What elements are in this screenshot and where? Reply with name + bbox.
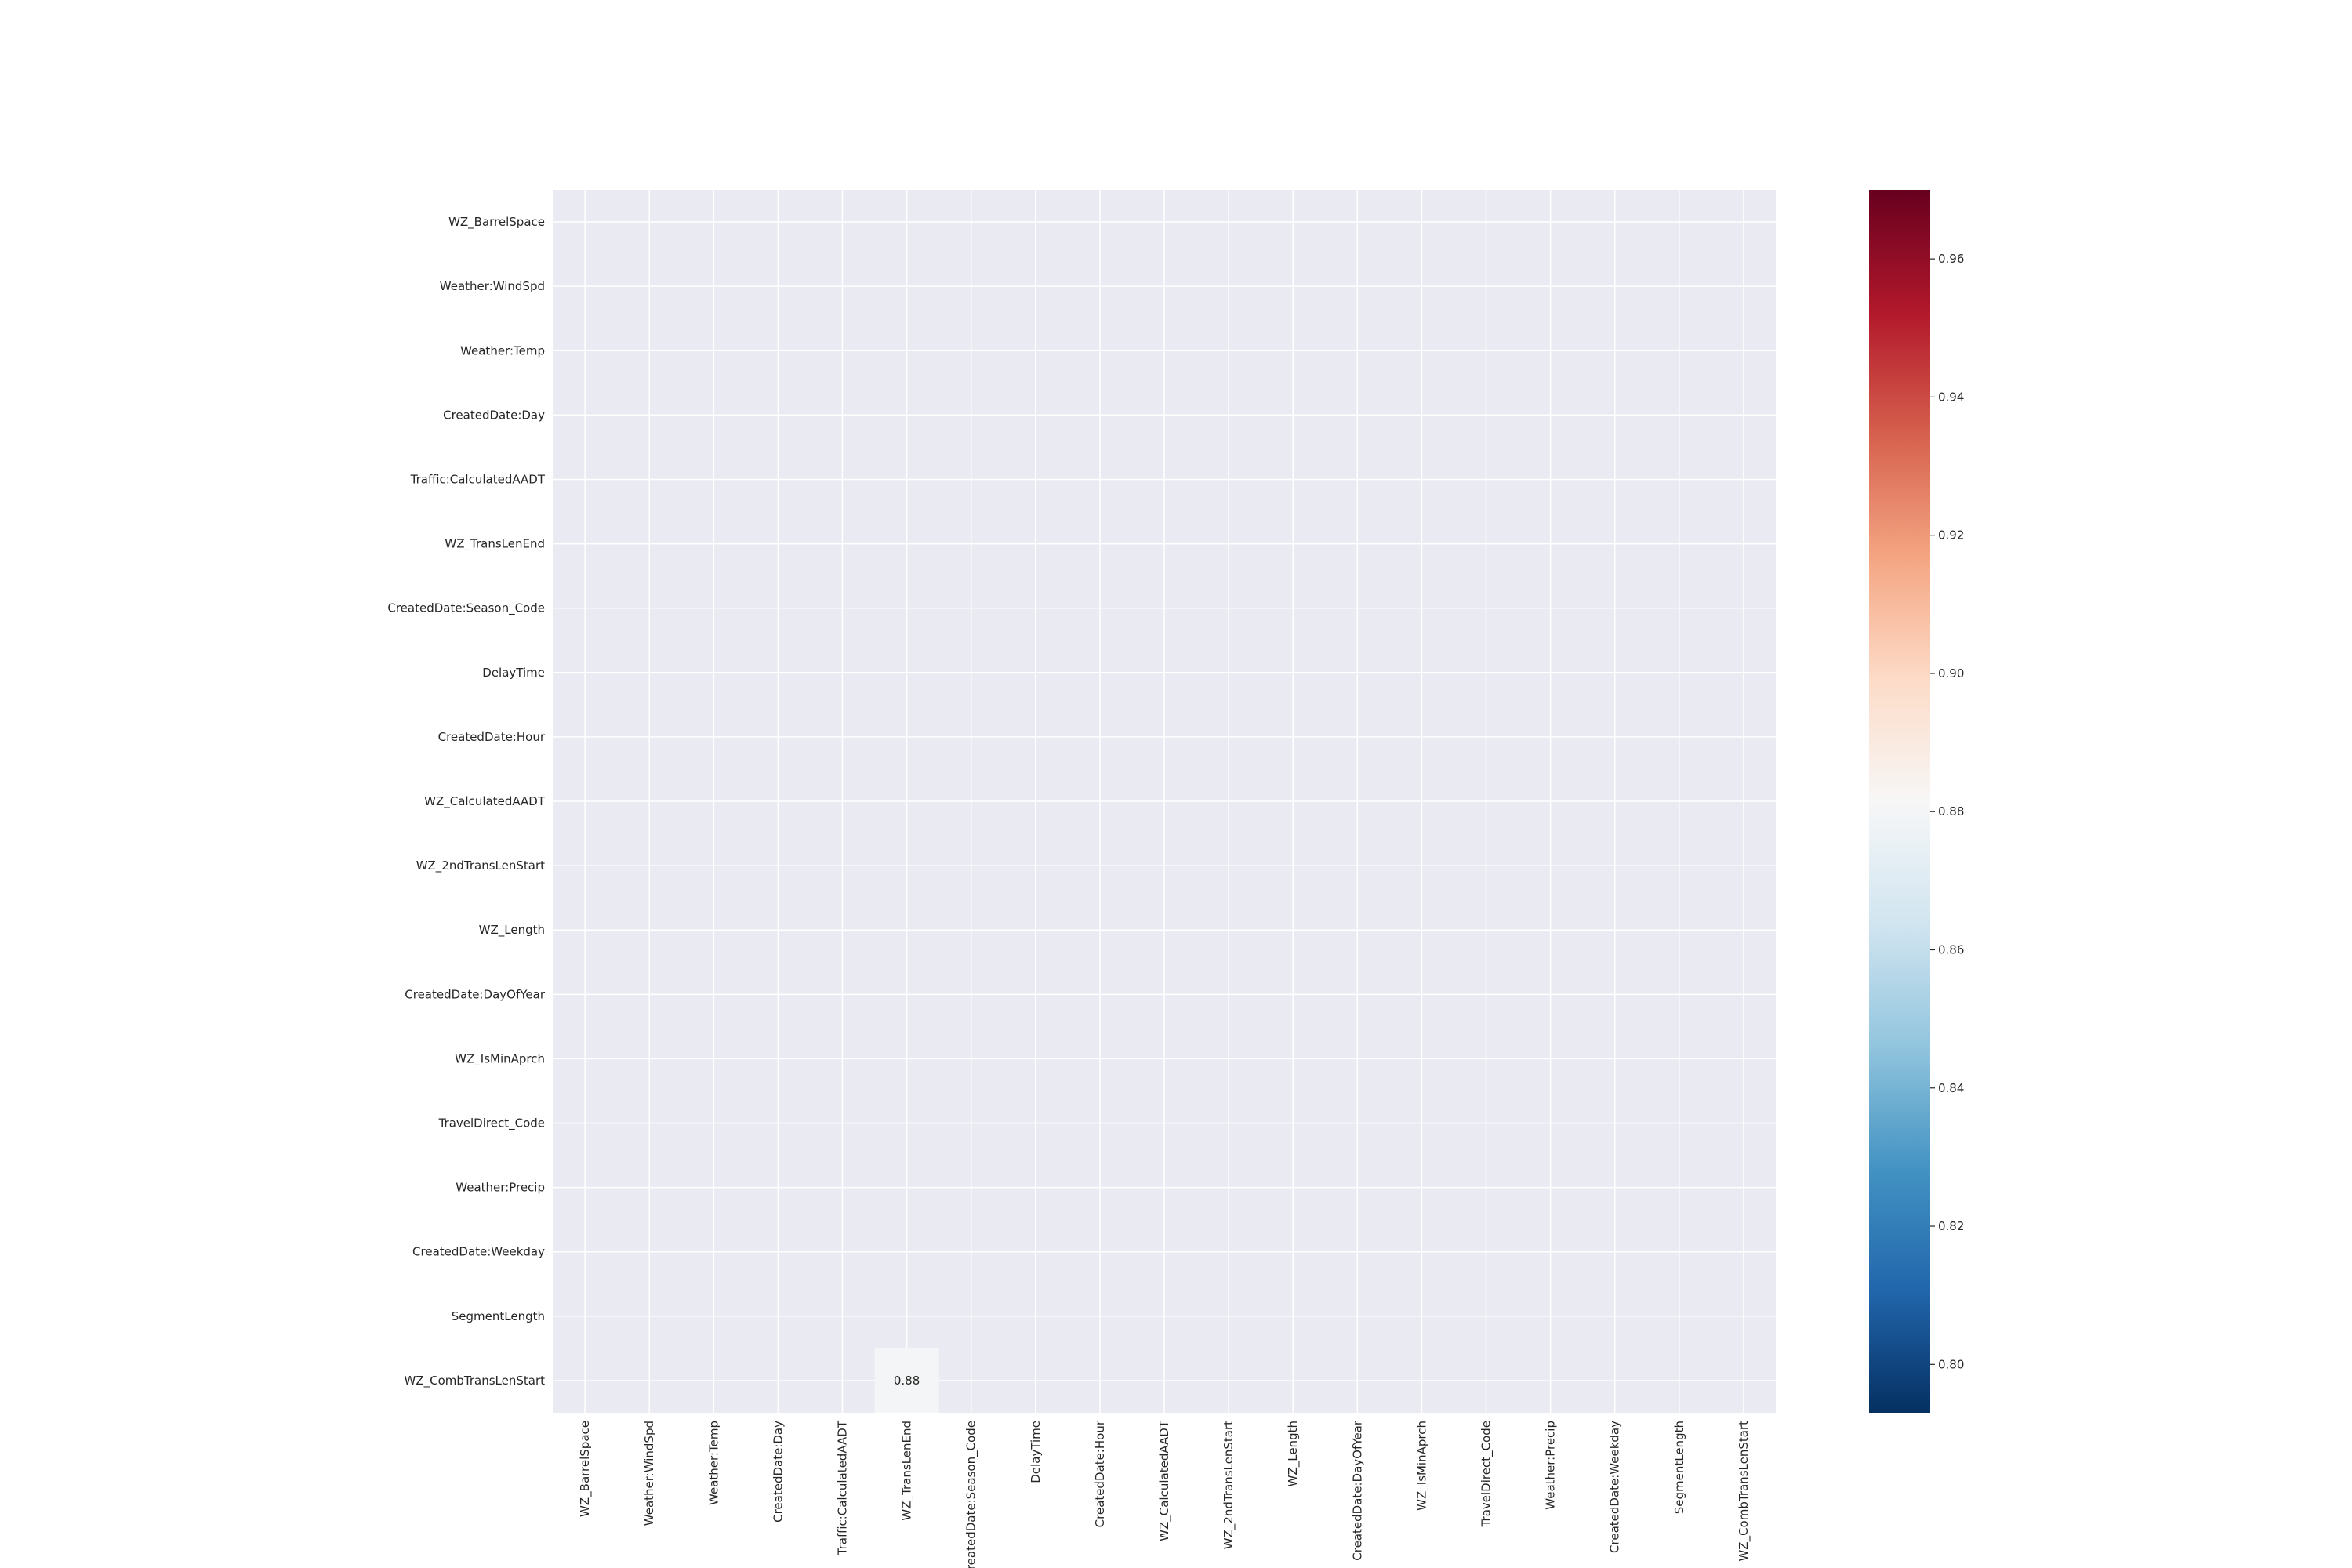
heatmap-cells: 0.88 [874, 1348, 939, 1413]
y-tick-label: Traffic:CalculatedAADT [410, 472, 546, 486]
x-tick-label: SegmentLength [1672, 1421, 1686, 1514]
y-tick-label: CreatedDate:Day [443, 408, 545, 422]
x-tick-label: WZ_TransLenEnd [900, 1421, 915, 1521]
cell-value-label: 0.88 [894, 1374, 920, 1388]
x-tick-label: WZ_BarrelSpace [578, 1421, 593, 1517]
heatmap-cell [874, 1348, 939, 1413]
x-tick-label: WZ_2ndTransLenStart [1221, 1421, 1236, 1549]
y-tick-label: WZ_BarrelSpace [448, 215, 545, 230]
colorbar-tick-label: 0.92 [1938, 528, 1964, 543]
y-tick-labels: WZ_BarrelSpace Weather:WindSpd Weather:Tem… [387, 215, 545, 1388]
colorbar-tick-label: 0.86 [1938, 942, 1964, 956]
y-tick-label: CreatedDate:Season_Code [387, 601, 545, 616]
x-tick-label: Traffic:CalculatedAADT [835, 1420, 849, 1555]
x-tick-label: WZ_CombTransLenStart [1737, 1421, 1751, 1562]
y-tick-label: WZ_Length [479, 923, 545, 938]
y-tick-label: CreatedDate:Weekday [412, 1245, 545, 1259]
y-tick-label: CreatedDate:DayOfYear [405, 987, 546, 1001]
x-tick-label: WZ_IsMinAprch [1414, 1421, 1429, 1511]
colorbar-tick-label: 0.90 [1938, 666, 1964, 681]
colorbar-tick-label: 0.82 [1938, 1219, 1964, 1233]
colorbar-tick-label: 0.88 [1938, 804, 1964, 818]
x-tick-label: DelayTime [1029, 1421, 1043, 1483]
y-tick-label: TravelDirect_Code [438, 1116, 545, 1131]
x-tick-label: TravelDirect_Code [1479, 1421, 1494, 1527]
colorbar-ticks: 0.80 0.82 0.84 0.86 0.88 0.90 0.92 0.94 0.96 [1930, 252, 1964, 1371]
x-tick-label: CreatedDate:Season_Code [964, 1421, 979, 1568]
x-tick-label: CreatedDate:Weekday [1608, 1421, 1622, 1553]
x-tick-labels: WZ_BarrelSpace Weather:WindSpd Weather:Tem… [578, 1420, 1751, 1568]
y-tick-label: CreatedDate:Hour [438, 730, 546, 744]
x-tick-label: WZ_CalculatedAADT [1157, 1420, 1172, 1541]
y-tick-label: Weather:Temp [460, 343, 545, 358]
colorbar-tick-label: 0.84 [1938, 1081, 1964, 1095]
colorbar-tick-label: 0.94 [1938, 390, 1964, 404]
x-tick-label: CreatedDate:Hour [1093, 1420, 1107, 1527]
y-tick-label: Weather:WindSpd [440, 279, 545, 293]
y-tick-label: WZ_TransLenEnd [445, 537, 545, 552]
x-tick-label: WZ_Length [1286, 1421, 1301, 1486]
colorbar-tick-label: 0.96 [1938, 252, 1964, 266]
y-tick-label: WZ_IsMinAprch [455, 1051, 545, 1066]
x-tick-label: CreatedDate:DayOfYear [1350, 1420, 1364, 1561]
grid-lines [553, 190, 1776, 1413]
x-tick-label: Weather:WindSpd [642, 1421, 656, 1526]
colorbar [1869, 190, 1930, 1413]
y-tick-label: WZ_CombTransLenStart [404, 1374, 545, 1388]
y-tick-label: WZ_2ndTransLenStart [416, 858, 545, 873]
y-tick-label: WZ_CalculatedAADT [424, 794, 546, 809]
colorbar-tick-label: 0.80 [1938, 1357, 1964, 1371]
x-tick-label: CreatedDate:Day [771, 1421, 785, 1523]
y-tick-label: DelayTime [482, 666, 545, 680]
y-tick-label: Weather:Precip [456, 1181, 545, 1195]
y-tick-label: SegmentLength [452, 1309, 545, 1323]
x-tick-label: Weather:Precip [1544, 1421, 1558, 1510]
x-tick-label: Weather:Temp [706, 1421, 720, 1505]
